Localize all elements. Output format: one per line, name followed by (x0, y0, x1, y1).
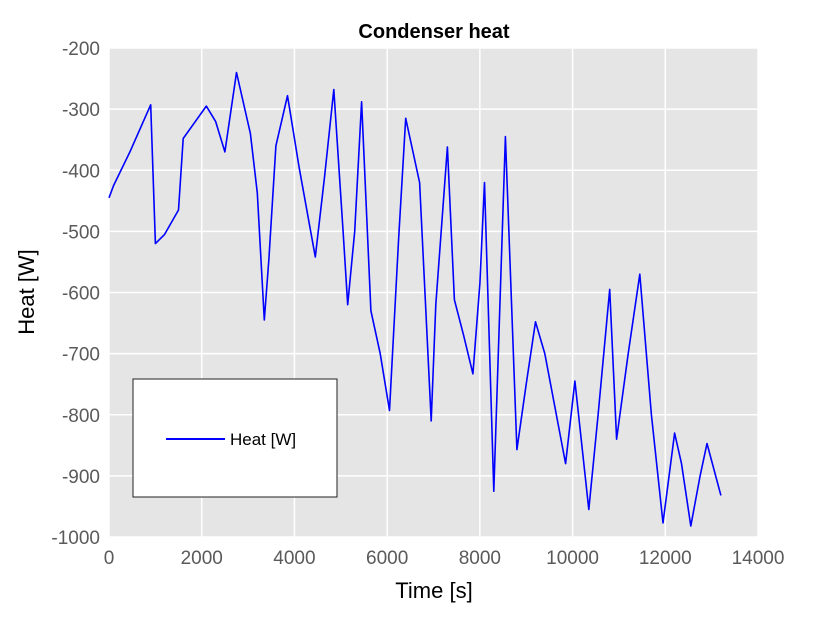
x-tick-label: 6000 (366, 548, 408, 569)
x-tick-label: 12000 (639, 548, 692, 569)
y-tick-label: -800 (62, 406, 100, 427)
y-axis-ticks: -200 -300 -400 -500 -600 -700 -800 -900 -1000 (51, 39, 100, 549)
y-tick-label: -400 (62, 161, 100, 182)
y-tick-label: -500 (62, 222, 100, 243)
series-line-heat (108, 71, 722, 527)
x-tick-label: 14000 (732, 548, 785, 569)
y-axis-label: Heat [W] (14, 249, 39, 335)
y-tick-label: -700 (62, 345, 100, 366)
x-tick-label: 0 (104, 548, 115, 569)
x-axis-ticks: 0 2000 4000 6000 8000 10000 12000 14000 (104, 548, 785, 569)
legend-label-heat: Heat [W] (230, 430, 296, 449)
series-layer (108, 71, 722, 527)
x-tick-label: 4000 (273, 548, 315, 569)
x-tick-label: 8000 (459, 548, 501, 569)
y-tick-label: -900 (62, 467, 100, 488)
y-tick-label: -600 (62, 284, 100, 305)
y-tick-label: -300 (62, 100, 100, 121)
x-tick-label: 2000 (181, 548, 223, 569)
y-tick-label: -200 (62, 39, 100, 60)
x-tick-label: 10000 (546, 548, 599, 569)
x-axis-label: Time [s] (395, 578, 472, 603)
y-tick-label: -1000 (51, 528, 100, 549)
legend: Heat [W] (132, 378, 338, 498)
chart-title: Condenser heat (358, 21, 509, 43)
